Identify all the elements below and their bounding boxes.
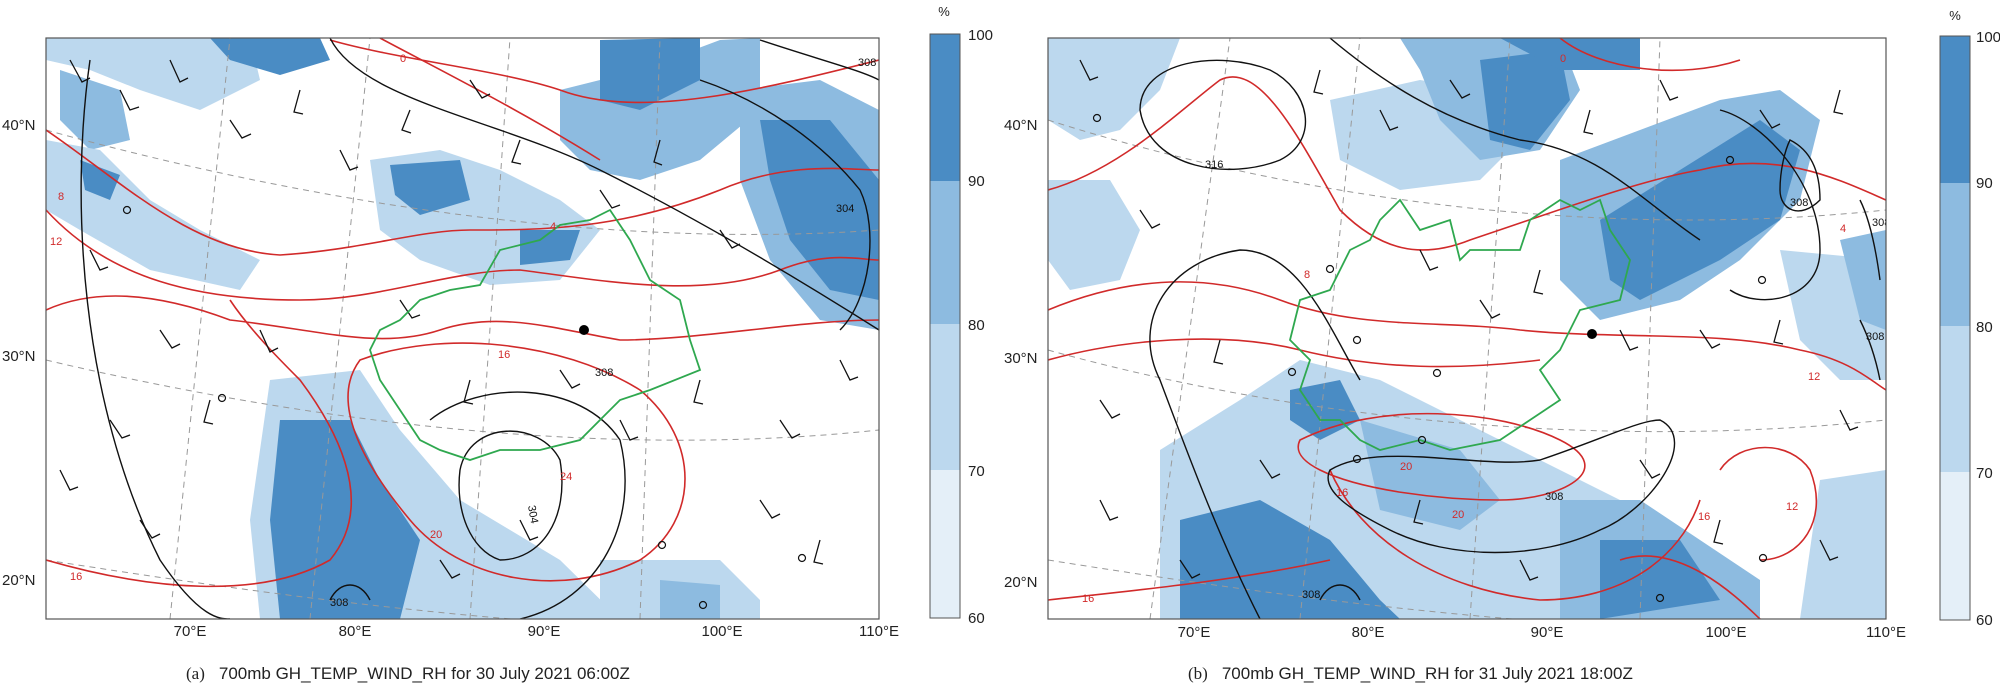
lat-tick: 20°N bbox=[1004, 574, 1038, 591]
rh-shading bbox=[46, 38, 879, 619]
height-label: 308 bbox=[595, 367, 613, 379]
lon-tick: 100°E bbox=[1705, 624, 1746, 641]
lon-tick: 70°E bbox=[1178, 624, 1211, 641]
colorbar-tick: 100 bbox=[968, 27, 993, 44]
temp-label: 4 bbox=[550, 221, 556, 233]
colorbar-tick: 60 bbox=[968, 610, 985, 627]
lon-tick: 100°E bbox=[701, 623, 742, 640]
contour-labels: 316 308 308 308 308 308 8 4 12 16 20 20 … bbox=[1082, 53, 1890, 605]
temp-label: 16 bbox=[1336, 487, 1348, 499]
temp-label: 24 bbox=[560, 471, 572, 483]
temp-label: 0 bbox=[1560, 53, 1566, 65]
caption-b: (b) 700mb GH_TEMP_WIND_RH for 31 July 202… bbox=[1188, 664, 1633, 684]
lat-tick: 40°N bbox=[1004, 117, 1038, 134]
height-label: 308 bbox=[330, 597, 348, 609]
map-panel-b: 316 308 308 308 308 308 8 4 12 16 20 20 … bbox=[1000, 0, 2000, 692]
caption-text: 700mb GH_TEMP_WIND_RH for 30 July 2021 0… bbox=[218, 664, 630, 683]
temperature-contours bbox=[46, 38, 879, 588]
temp-label: 8 bbox=[1304, 269, 1310, 281]
lon-tick: 80°E bbox=[339, 623, 372, 640]
station-marker bbox=[579, 325, 589, 335]
colorbar-tick: 100 bbox=[1976, 29, 2000, 46]
height-label: 308 bbox=[1866, 331, 1884, 343]
lon-tick: 110°E bbox=[1866, 624, 1906, 641]
wind-barbs bbox=[59, 59, 859, 579]
height-contours bbox=[1139, 38, 1881, 619]
temp-label: 12 bbox=[1808, 371, 1820, 383]
lon-tick: 110°E bbox=[859, 623, 899, 640]
height-label: 308 bbox=[1872, 217, 1890, 229]
lon-tick: 80°E bbox=[1352, 624, 1385, 641]
station-marker bbox=[1587, 329, 1597, 339]
colorbar-b: % 100 90 80 70 60 bbox=[1939, 8, 2000, 629]
temp-label: 20 bbox=[1452, 509, 1464, 521]
colorbar-tick: 90 bbox=[968, 173, 985, 190]
map-a-lon-axis: 70°E 80°E 90°E 100°E 110°E bbox=[174, 623, 899, 640]
region-boundary bbox=[369, 208, 702, 461]
colorbar-a: % 100 90 80 70 60 bbox=[929, 4, 993, 627]
colorbar-tick: 90 bbox=[1976, 175, 1993, 192]
colorbar-tick: 70 bbox=[968, 463, 985, 480]
caption-a: (a) 700mb GH_TEMP_WIND_RH for 30 July 202… bbox=[186, 664, 630, 684]
temp-label: 4 bbox=[1840, 223, 1846, 235]
colorbar-unit: % bbox=[1949, 8, 1961, 23]
colorbar-tick: 70 bbox=[1976, 465, 1993, 482]
temp-label: 16 bbox=[1698, 511, 1710, 523]
height-label: 308 bbox=[1545, 491, 1563, 503]
height-label: 304 bbox=[525, 504, 540, 524]
lon-tick: 90°E bbox=[528, 623, 561, 640]
region-boundary bbox=[1289, 198, 1631, 451]
map-a-content: 304 304 308 308 308 8 12 4 16 24 20 16 0 bbox=[46, 38, 879, 619]
map-panel-a: 304 304 308 308 308 8 12 4 16 24 20 16 0… bbox=[0, 0, 1000, 692]
temp-label: 16 bbox=[498, 349, 510, 361]
height-label: 308 bbox=[1302, 589, 1320, 601]
rh-shading bbox=[1048, 38, 1886, 619]
temp-label: 20 bbox=[430, 529, 442, 541]
colorbar-tick: 60 bbox=[1976, 612, 1993, 629]
lon-tick: 90°E bbox=[1531, 624, 1564, 641]
height-label: 316 bbox=[1205, 159, 1223, 171]
map-a-svg: 304 304 308 308 308 8 12 4 16 24 20 16 0… bbox=[2, 4, 993, 640]
colorbar-tick: 80 bbox=[968, 317, 985, 334]
caption-tag: (b) bbox=[1188, 664, 1208, 683]
map-b-frame bbox=[1047, 37, 1887, 620]
lat-tick: 30°N bbox=[2, 348, 36, 365]
map-b-lon-axis: 70°E 80°E 90°E 100°E 110°E bbox=[1178, 624, 1906, 641]
temp-label: 20 bbox=[1400, 461, 1412, 473]
temp-label: 16 bbox=[1082, 593, 1094, 605]
graticule bbox=[46, 38, 879, 619]
height-label: 304 bbox=[836, 203, 854, 215]
map-b-lat-axis: 40°N 30°N 20°N bbox=[1004, 117, 1038, 591]
colorbar-unit: % bbox=[938, 4, 950, 19]
temp-label: 0 bbox=[400, 53, 406, 65]
calm-markers bbox=[1092, 113, 1768, 603]
temp-label: 12 bbox=[1786, 501, 1798, 513]
caption-text: 700mb GH_TEMP_WIND_RH for 31 July 2021 1… bbox=[1221, 664, 1633, 683]
height-label: 308 bbox=[858, 57, 876, 69]
colorbar-tick: 80 bbox=[1976, 319, 1993, 336]
map-a-frame bbox=[45, 37, 880, 620]
temp-label: 12 bbox=[50, 236, 62, 248]
map-a-lat-axis: 40°N 30°N 20°N bbox=[2, 117, 36, 589]
temp-label: 16 bbox=[70, 571, 82, 583]
temperature-contours bbox=[1048, 38, 1886, 619]
caption-tag: (a) bbox=[186, 664, 205, 683]
height-label: 308 bbox=[1790, 197, 1808, 209]
lat-tick: 20°N bbox=[2, 572, 36, 589]
map-b-content: 316 308 308 308 308 308 8 4 12 16 20 20 … bbox=[1048, 38, 1890, 619]
lon-tick: 70°E bbox=[174, 623, 207, 640]
height-contours bbox=[80, 38, 879, 619]
wind-barbs bbox=[1079, 59, 1859, 581]
lat-tick: 40°N bbox=[2, 117, 36, 134]
contour-labels: 304 304 308 308 308 8 12 4 16 24 20 16 0 bbox=[50, 53, 876, 609]
calm-markers bbox=[122, 205, 807, 610]
map-b-svg: 316 308 308 308 308 308 8 4 12 16 20 20 … bbox=[1004, 8, 2000, 641]
temp-label: 8 bbox=[58, 191, 64, 203]
lat-tick: 30°N bbox=[1004, 350, 1038, 367]
